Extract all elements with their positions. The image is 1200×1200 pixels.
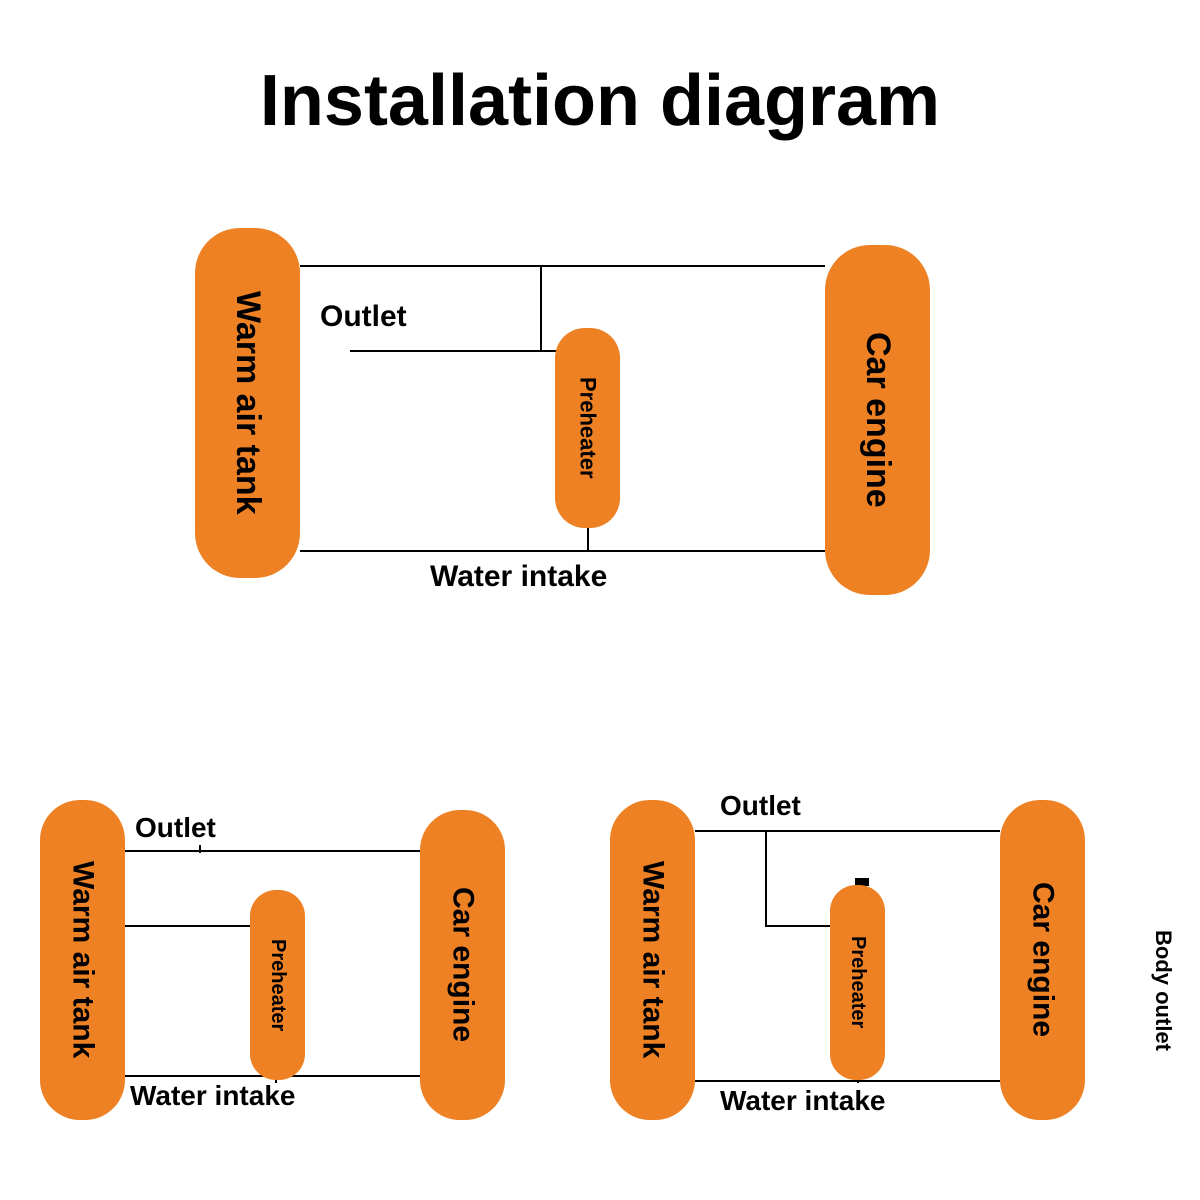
br-outlet-label: Outlet xyxy=(720,790,801,822)
top-line-0 xyxy=(300,265,825,267)
top-warm-label: Warm air tank xyxy=(228,291,267,515)
top-pre-label: Preheater xyxy=(575,377,601,479)
top-line-3 xyxy=(350,350,582,352)
top-line-2 xyxy=(540,265,542,350)
bl-line-0 xyxy=(125,850,420,852)
br-body-label: Body outlet xyxy=(1150,930,1176,1051)
bl-line-4 xyxy=(199,845,201,853)
top-intake-label: Water intake xyxy=(430,560,607,594)
bl-line-2 xyxy=(125,925,255,927)
br-intake-label: Water intake xyxy=(720,1085,885,1117)
br-engine-label: Car engine xyxy=(1026,882,1060,1037)
bl-pre-node: Preheater xyxy=(250,890,305,1080)
diagram-title: Installation diagram xyxy=(0,60,1200,142)
bl-warm-node: Warm air tank xyxy=(40,800,125,1120)
top-engine-label: Car engine xyxy=(858,332,897,508)
br-pre-node: Preheater xyxy=(830,885,885,1080)
top-warm-node: Warm air tank xyxy=(195,228,300,578)
bl-outlet-label: Outlet xyxy=(135,812,216,844)
bl-engine-label: Car engine xyxy=(446,887,480,1042)
br-warm-label: Warm air tank xyxy=(636,861,670,1058)
top-pre-node: Preheater xyxy=(555,328,620,528)
br-line-1 xyxy=(695,1080,1000,1082)
top-line-1 xyxy=(300,550,825,552)
bl-warm-label: Warm air tank xyxy=(66,861,100,1058)
top-outlet-label: Outlet xyxy=(320,300,407,334)
bl-pre-label: Preheater xyxy=(266,939,289,1031)
br-pre-label: Preheater xyxy=(846,936,869,1028)
top-line-5 xyxy=(587,525,589,550)
top-engine-node: Car engine xyxy=(825,245,930,595)
bl-engine-node: Car engine xyxy=(420,810,505,1120)
br-line-0 xyxy=(695,830,1000,832)
br-engine-node: Car engine xyxy=(1000,800,1085,1120)
br-line-2 xyxy=(765,830,767,925)
bl-intake-label: Water intake xyxy=(130,1080,295,1112)
br-warm-node: Warm air tank xyxy=(610,800,695,1120)
